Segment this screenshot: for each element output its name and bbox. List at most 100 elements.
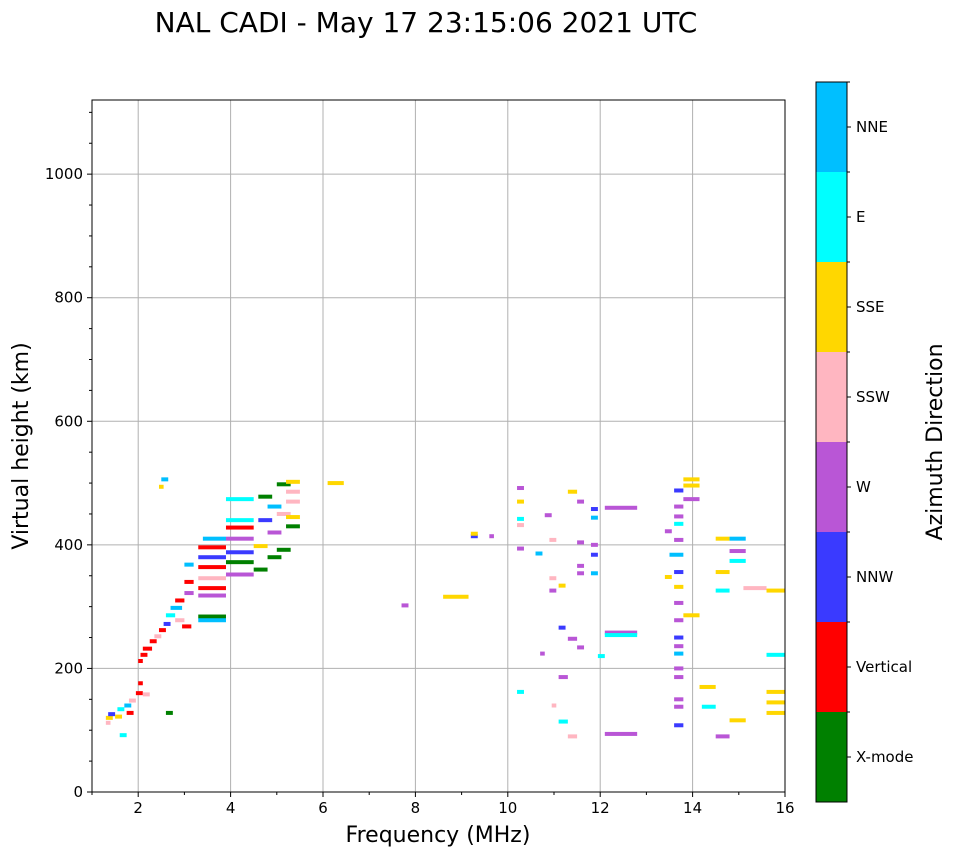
echo-mark <box>715 588 730 593</box>
echo-mark <box>729 718 746 723</box>
colorbar-label: NNE <box>856 118 888 136</box>
echo-mark <box>489 534 494 539</box>
x-axis-label: Frequency (MHz) <box>346 823 531 848</box>
echo-mark <box>198 614 226 619</box>
echo-mark <box>225 572 254 577</box>
echo-mark <box>202 536 226 541</box>
echo-mark <box>674 618 684 623</box>
echo-mark <box>225 518 254 523</box>
echo-mark <box>175 598 185 603</box>
echo-mark <box>258 518 273 523</box>
echo-mark <box>253 567 268 572</box>
echo-mark <box>701 704 716 709</box>
echo-mark <box>540 651 545 656</box>
echo-mark <box>142 646 153 651</box>
colorbar-label: NNW <box>856 568 893 586</box>
echo-mark <box>165 710 173 715</box>
echo-mark <box>669 552 684 557</box>
echo-mark <box>198 545 226 550</box>
echo-mark <box>517 523 524 528</box>
echo-mark <box>577 540 585 545</box>
echo-mark <box>674 570 684 575</box>
echo-mark <box>674 635 684 640</box>
echo-mark <box>105 720 111 725</box>
echo-mark <box>135 691 143 696</box>
echo-mark <box>198 586 226 591</box>
echo-mark <box>567 734 578 739</box>
echo-mark <box>664 529 672 534</box>
echo-mark <box>604 633 638 638</box>
echo-mark <box>577 571 585 576</box>
echo-mark <box>683 613 700 618</box>
echo-mark <box>604 731 638 736</box>
echo-mark <box>558 583 566 588</box>
colorbar-label: SSW <box>856 388 890 406</box>
echo-mark <box>517 486 524 491</box>
echo-mark <box>674 504 684 509</box>
colorbar-segment <box>816 352 847 442</box>
plot-area <box>91 99 786 793</box>
echo-mark <box>674 600 684 605</box>
echo-mark <box>140 652 148 657</box>
colorbar-title: Azimuth Direction <box>923 343 948 540</box>
echo-mark <box>142 692 150 697</box>
y-tick-label: 200 <box>54 659 83 677</box>
echo-mark <box>558 719 568 724</box>
x-tick-label: 10 <box>498 799 517 817</box>
echo-mark <box>549 576 557 581</box>
echo-mark <box>674 675 684 680</box>
x-tick-label: 16 <box>775 799 794 817</box>
colorbar-frame <box>815 81 848 803</box>
echo-mark <box>577 499 585 504</box>
chart-title: NAL CADI - May 17 23:15:06 2021 UTC <box>155 6 698 39</box>
colorbar-segment <box>816 82 847 172</box>
echo-mark <box>683 497 700 502</box>
echo-mark <box>286 479 300 484</box>
echo-mark <box>590 571 598 576</box>
echo-mark <box>674 704 684 709</box>
colorbar-segment <box>816 442 847 532</box>
echo-mark <box>766 588 785 593</box>
echo-mark <box>286 524 300 529</box>
echo-mark <box>470 531 478 536</box>
colorbar-legend: X-mode Vertical NNW W SSW SSE E NNE <box>815 81 913 803</box>
colorbar-segment <box>816 262 847 352</box>
echo-mark <box>175 618 185 623</box>
echo-mark <box>674 697 684 702</box>
y-tick-label: 1000 <box>45 165 83 183</box>
echo-mark <box>276 547 291 552</box>
echo-mark <box>158 484 164 489</box>
echo-mark <box>198 565 226 570</box>
echo-mark <box>664 574 672 579</box>
echo-mark <box>276 482 291 487</box>
echo-mark <box>544 513 552 518</box>
echo-mark <box>161 477 169 482</box>
echo-mark <box>604 630 638 635</box>
x-tick-label: 12 <box>591 799 610 817</box>
echo-mark <box>590 542 598 547</box>
echo-mark <box>253 544 268 549</box>
colorbar-label: E <box>856 208 865 226</box>
x-tick-label: 14 <box>683 799 702 817</box>
echo-mark <box>674 514 684 519</box>
echo-mark <box>225 560 254 565</box>
echo-mark <box>683 477 700 482</box>
echo-mark <box>158 628 166 633</box>
colorbar-segment <box>816 622 847 712</box>
echo-mark <box>198 593 226 598</box>
echo-mark <box>138 659 143 664</box>
echo-mark <box>535 551 543 556</box>
echo-mark <box>225 550 254 555</box>
echo-mark <box>276 511 291 516</box>
echo-mark <box>470 534 478 539</box>
echo-mark <box>184 579 194 584</box>
echo-mark <box>117 707 125 712</box>
echo-mark <box>558 675 568 680</box>
y-tick-label: 600 <box>54 412 83 430</box>
echo-mark <box>674 488 684 493</box>
echo-mark <box>674 584 684 589</box>
echo-mark <box>683 483 700 488</box>
echo-mark <box>674 521 684 526</box>
plot-frame <box>91 99 786 793</box>
